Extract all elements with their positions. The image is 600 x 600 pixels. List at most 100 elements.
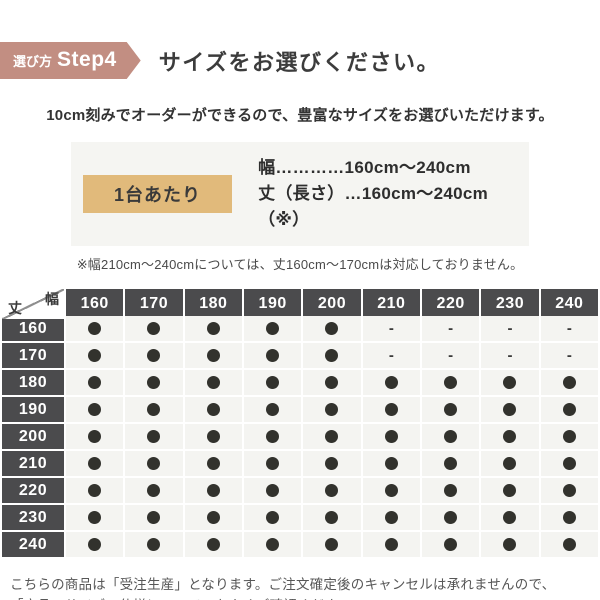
unavailable-dash: -	[540, 343, 598, 368]
availability-cell	[184, 451, 242, 476]
row-header: 180	[2, 370, 64, 395]
availability-cell	[125, 370, 183, 395]
available-dot-icon	[384, 538, 398, 551]
unavailable-dash: -	[421, 316, 480, 341]
width-axis-label: 幅	[45, 291, 59, 307]
availability-cell	[184, 532, 242, 557]
available-dot-icon	[88, 322, 102, 335]
availability-cell	[303, 532, 361, 557]
available-dot-icon	[147, 430, 161, 443]
availability-cell	[184, 397, 242, 422]
availability-cell	[243, 532, 302, 557]
available-dot-icon	[325, 349, 339, 362]
available-dot-icon	[384, 511, 398, 524]
availability-cell	[184, 316, 242, 341]
available-dot-icon	[147, 403, 161, 416]
availability-cell	[66, 397, 124, 422]
row-header: 220	[2, 478, 64, 503]
availability-cell	[125, 424, 183, 449]
column-header: 160	[66, 289, 124, 319]
available-dot-icon	[444, 376, 458, 389]
availability-cell	[540, 370, 598, 395]
available-dot-icon	[325, 376, 339, 389]
unavailable-dash: -	[421, 343, 480, 368]
availability-cell	[421, 424, 480, 449]
availability-cell	[362, 532, 420, 557]
available-dot-icon	[444, 457, 458, 470]
available-dot-icon	[88, 376, 102, 389]
step-header: 選び方 Step4 サイズをお選びください。	[0, 42, 600, 79]
availability-cell	[125, 532, 183, 557]
column-header: 180	[184, 289, 242, 319]
available-dot-icon	[266, 322, 280, 335]
available-dot-icon	[206, 457, 220, 470]
availability-cell	[243, 370, 302, 395]
available-dot-icon	[444, 430, 458, 443]
step-badge-prefix: 選び方	[13, 54, 53, 69]
availability-cell	[243, 397, 302, 422]
availability-cell	[481, 478, 539, 503]
availability-cell	[125, 316, 183, 341]
spec-box: 1台あたり 幅…………160cm〜240cm 丈（長さ）…160cm〜240cm…	[71, 142, 529, 246]
availability-cell	[184, 505, 242, 530]
availability-cell	[481, 370, 539, 395]
availability-cell	[421, 505, 480, 530]
availability-cell	[481, 451, 539, 476]
available-dot-icon	[503, 538, 517, 551]
available-dot-icon	[503, 376, 517, 389]
availability-cell	[125, 451, 183, 476]
available-dot-icon	[444, 484, 458, 497]
unavailable-dash: -	[481, 343, 539, 368]
available-dot-icon	[325, 538, 339, 551]
available-dot-icon	[88, 430, 102, 443]
available-dot-icon	[562, 376, 576, 389]
available-dot-icon	[562, 403, 576, 416]
availability-cell	[243, 505, 302, 530]
availability-cell	[243, 478, 302, 503]
availability-cell	[303, 397, 361, 422]
width-range-line: 幅…………160cm〜240cm	[258, 158, 471, 177]
available-dot-icon	[266, 403, 280, 416]
available-dot-icon	[88, 349, 102, 362]
available-dot-icon	[384, 430, 398, 443]
size-restriction-note: ※幅210cm〜240cmについては、丈160cm〜170cmは対応しておりませ…	[76, 257, 524, 272]
availability-cell	[421, 532, 480, 557]
available-dot-icon	[562, 484, 576, 497]
available-dot-icon	[147, 484, 161, 497]
step-badge-number: Step4	[57, 48, 117, 71]
unavailable-dash: -	[540, 316, 598, 341]
available-dot-icon	[266, 349, 280, 362]
availability-cell	[540, 424, 598, 449]
column-header: 170	[125, 289, 183, 319]
availability-cell	[303, 424, 361, 449]
spec-lines: 幅…………160cm〜240cm 丈（長さ）…160cm〜240cm（※）	[258, 155, 517, 233]
availability-cell	[303, 370, 361, 395]
available-dot-icon	[562, 511, 576, 524]
available-dot-icon	[147, 511, 161, 524]
available-dot-icon	[444, 538, 458, 551]
available-dot-icon	[88, 538, 102, 551]
disclaimer-line: 「商品のサイズ・仕様について」をよくご確認ください。	[10, 595, 600, 600]
available-dot-icon	[325, 484, 339, 497]
availability-cell	[421, 451, 480, 476]
table-corner-cell: 幅丈	[2, 289, 64, 319]
availability-cell	[243, 451, 302, 476]
availability-cell	[125, 505, 183, 530]
available-dot-icon	[206, 403, 220, 416]
available-dot-icon	[444, 511, 458, 524]
column-header: 230	[481, 289, 539, 319]
availability-cell	[66, 343, 124, 368]
unavailable-dash: -	[481, 316, 539, 341]
availability-cell	[421, 478, 480, 503]
availability-cell	[125, 397, 183, 422]
row-header: 190	[2, 397, 64, 422]
availability-cell	[125, 343, 183, 368]
available-dot-icon	[147, 457, 161, 470]
availability-cell	[481, 424, 539, 449]
available-dot-icon	[384, 484, 398, 497]
step-badge: 選び方 Step4	[0, 42, 141, 79]
availability-cell	[540, 478, 598, 503]
row-header: 210	[2, 451, 64, 476]
availability-cell	[362, 370, 420, 395]
availability-cell	[66, 505, 124, 530]
